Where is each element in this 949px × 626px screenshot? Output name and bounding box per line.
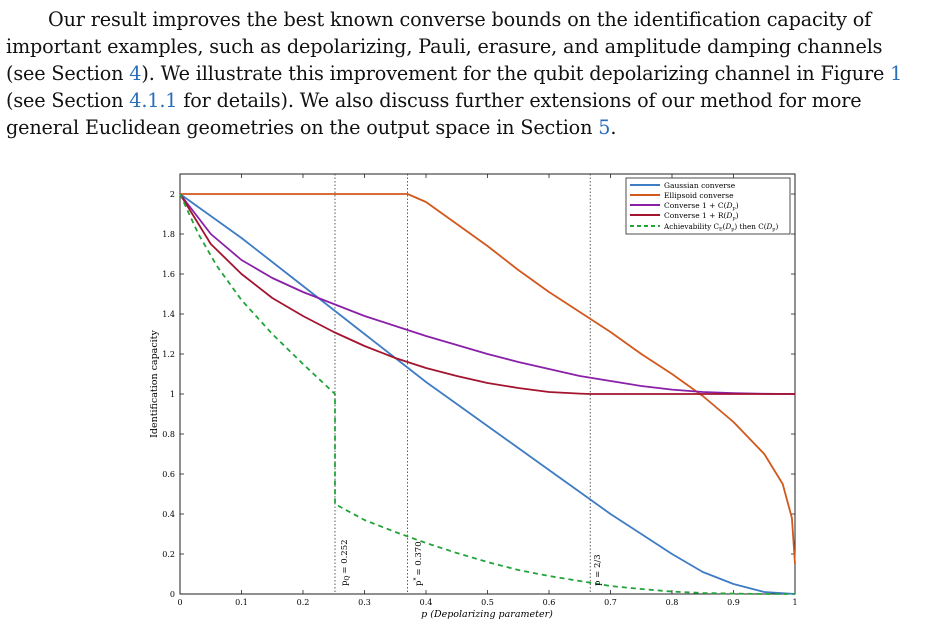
x-tick-label: 0.1	[235, 598, 248, 607]
text-line: Our result improves the best known conve…	[48, 8, 872, 31]
x-tick-label: 1	[792, 598, 797, 607]
legend-label: Gaussian converse	[664, 181, 736, 190]
legend-label: Converse 1 + C(Dp)	[664, 201, 739, 212]
y-tick-label: 0.6	[162, 470, 175, 479]
plot-frame	[179, 173, 796, 595]
y-tick-label: 1.4	[162, 310, 175, 319]
text-line: (see Section 4.1.1 for details). We also…	[6, 89, 862, 112]
x-tick-label: 0.6	[543, 598, 556, 607]
annotation-pq: pQ= 0.252	[340, 539, 351, 586]
x-tick-label: 0.9	[727, 598, 740, 607]
x-tick-label: 0.3	[358, 598, 371, 607]
reference-lines	[334, 174, 591, 594]
y-tick-label: 1.2	[162, 350, 175, 359]
figure-ref-link[interactable]: 1	[890, 62, 903, 85]
x-tick-label: 0.8	[666, 598, 679, 607]
y-tick-label: 2	[170, 190, 175, 199]
series-line-4	[179, 193, 795, 595]
x-axis-ticks: 0 0.1 0.2 0.3 0.4 0.5 0.6 0.7 0.8 0.9 1	[177, 174, 798, 607]
section-ref-link[interactable]: 4	[129, 62, 142, 85]
series-line-2	[179, 193, 796, 395]
legend-label: Converse 1 + R(Dp)	[664, 211, 739, 222]
x-tick-label: 0	[177, 598, 182, 607]
annotation-pstar: p*= 0.370	[413, 541, 424, 586]
x-tick-label: 0.7	[604, 598, 617, 607]
legend-label: Ellipsoid converse	[664, 191, 734, 200]
annotation-p-two-thirds: p = 2/3	[593, 554, 603, 586]
y-tick-label: 1	[170, 390, 175, 399]
y-tick-label: 0	[170, 590, 175, 599]
y-tick-label: 1.8	[162, 230, 175, 239]
y-tick-label: 0.2	[162, 550, 175, 559]
svg-text:p = 2/3: p = 2/3	[593, 554, 603, 586]
series-line-0	[179, 193, 796, 595]
svg-text:p*= 0.370: p*= 0.370	[413, 541, 424, 586]
x-tick-label: 0.2	[297, 598, 310, 607]
series-line-1	[180, 193, 796, 565]
y-axis-label: Identification capacity	[149, 330, 160, 438]
x-tick-label: 0.5	[481, 598, 494, 607]
text-line: (see Section 4). We illustrate this impr…	[6, 62, 903, 85]
x-tick-label: 0.4	[420, 598, 433, 607]
text-line: general Euclidean geometries on the outp…	[6, 116, 617, 139]
legend: Gaussian converse Ellipsoid converse Con…	[625, 177, 791, 235]
svg-text:pQ= 0.252: pQ= 0.252	[340, 539, 351, 586]
series-line-3	[179, 193, 795, 395]
legend-label: Achievability CE(Dp) then C(Dp)	[663, 222, 778, 233]
y-axis-ticks: 0 0.2 0.4 0.6 0.8 1 1.2 1.4 1.6 1.8 2	[162, 190, 795, 599]
y-tick-label: 0.4	[162, 510, 175, 519]
x-axis-label: p (Depolarizing parameter)	[421, 609, 553, 620]
y-tick-label: 1.6	[162, 270, 175, 279]
y-tick-label: 0.8	[162, 430, 175, 439]
text-line: important examples, such as depolarizing…	[6, 35, 883, 58]
chart-series	[179, 193, 796, 595]
section-ref-link[interactable]: 4.1.1	[129, 89, 178, 112]
body-paragraph: Our result improves the best known conve…	[6, 6, 944, 141]
section-ref-link[interactable]: 5	[598, 116, 611, 139]
